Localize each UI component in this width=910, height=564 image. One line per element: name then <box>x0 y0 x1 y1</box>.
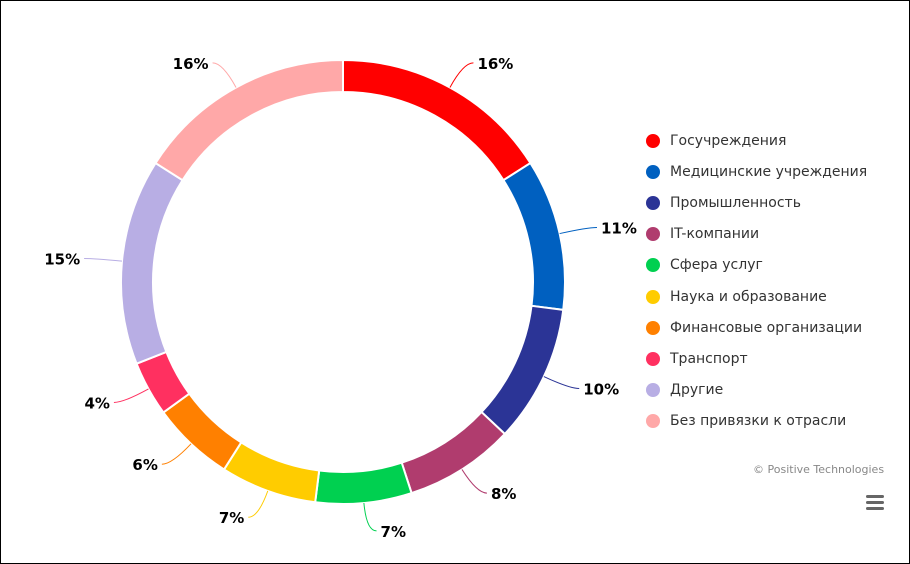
data-label-connector <box>449 62 474 88</box>
legend-label: Медицинские учреждения <box>670 163 868 180</box>
legend-item[interactable]: IT-компании <box>646 219 867 250</box>
data-label: 8% <box>491 485 516 503</box>
data-label-connector <box>161 443 192 465</box>
data-label: 6% <box>132 456 157 474</box>
legend-item[interactable]: Транспорт <box>646 343 867 374</box>
donut-slice[interactable] <box>120 161 184 366</box>
legend-marker-icon <box>646 383 660 398</box>
legend-label: Наука и образование <box>670 288 827 305</box>
legend-marker-icon <box>646 414 660 429</box>
data-label: 11% <box>601 219 637 237</box>
legend-marker-icon <box>646 289 660 304</box>
legend-marker-icon <box>646 227 660 242</box>
data-label-connector <box>461 469 488 494</box>
legend-label: Без привязки к отрасли <box>670 413 847 430</box>
donut-slice[interactable] <box>502 161 566 311</box>
legend-item[interactable]: Другие <box>646 375 867 406</box>
donut-slice[interactable] <box>314 461 413 505</box>
legend-marker-icon <box>646 133 660 148</box>
data-label: 16% <box>477 55 513 73</box>
credits-text[interactable]: © Positive Technologies <box>753 463 885 476</box>
data-label-connector <box>559 226 597 235</box>
donut-slice[interactable] <box>154 58 344 182</box>
legend-marker-icon <box>646 351 660 366</box>
legend-item[interactable]: Сфера услуг <box>646 250 867 281</box>
legend-item[interactable]: Промышленность <box>646 187 867 218</box>
legend-item[interactable]: Без привязки к отрасли <box>646 406 867 437</box>
legend-label: IT-компании <box>670 226 760 243</box>
data-label: 10% <box>583 380 619 398</box>
donut-slice[interactable] <box>480 304 565 436</box>
legend-label: Транспорт <box>670 350 748 367</box>
data-label-connector <box>248 490 269 518</box>
data-label-connector <box>363 502 377 532</box>
data-label: 7% <box>381 523 406 541</box>
data-label: 7% <box>219 509 244 527</box>
donut-slice[interactable] <box>342 58 532 182</box>
legend-label: Другие <box>670 382 724 399</box>
legend-marker-icon <box>646 164 660 179</box>
data-label: 16% <box>173 55 209 73</box>
legend-marker-icon <box>646 320 660 335</box>
legend-label: Сфера услуг <box>670 257 763 274</box>
chart-legend: Госучреждения Медицинские учреждения Промы… <box>646 125 867 437</box>
data-label: 15% <box>44 250 80 268</box>
legend-item[interactable]: Наука и образование <box>646 281 867 312</box>
legend-label: Финансовые организации <box>670 319 863 336</box>
data-label-connector <box>543 376 580 389</box>
legend-item[interactable]: Медицинские учреждения <box>646 156 867 187</box>
data-label-connector <box>84 257 123 262</box>
data-label-connector <box>212 62 237 88</box>
hamburger-menu-icon[interactable] <box>861 489 889 515</box>
donut-slice[interactable] <box>222 441 321 504</box>
donut-slice[interactable] <box>400 410 507 495</box>
legend-item[interactable]: Финансовые организации <box>646 312 867 343</box>
data-label-connector <box>113 388 149 403</box>
legend-label: Госучреждения <box>670 132 787 149</box>
data-label: 4% <box>84 394 109 412</box>
legend-marker-icon <box>646 258 660 273</box>
legend-item[interactable]: Госучреждения <box>646 125 867 156</box>
legend-marker-icon <box>646 195 660 210</box>
legend-label: Промышленность <box>670 194 801 211</box>
